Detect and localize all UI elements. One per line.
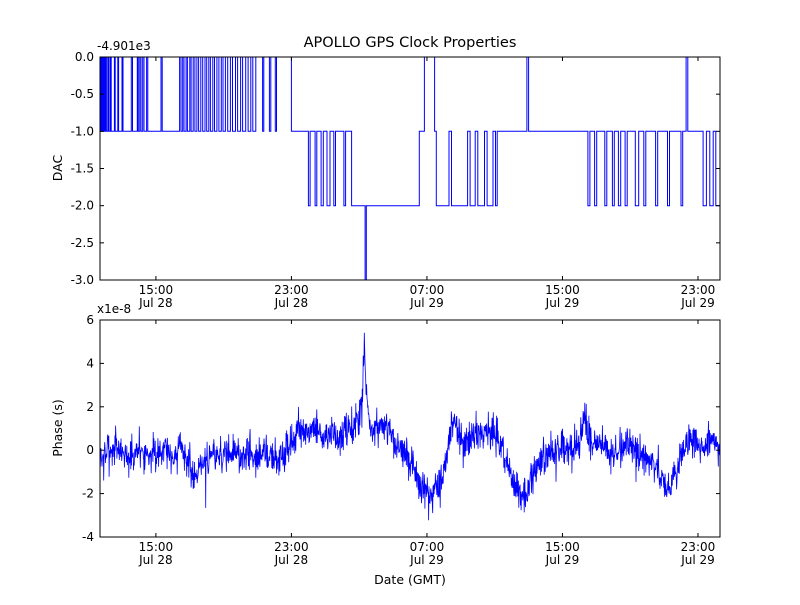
y-tick-label: -0.5 (71, 87, 94, 101)
dac-offset-label: -4.901e3 (97, 39, 151, 53)
x-tick-label: Jul 28 (274, 296, 309, 310)
x-tick-label: Jul 29 (680, 296, 715, 310)
y-tick-label: 0.0 (75, 50, 94, 64)
dac-axis-label: DAC (50, 154, 65, 181)
phase-axis-label: Phase (s) (50, 399, 65, 457)
x-tick-label: Jul 29 (409, 553, 444, 567)
y-tick-label: 2 (86, 400, 94, 414)
data-line-top (100, 57, 720, 280)
x-tick-label: Jul 28 (138, 553, 173, 567)
x-tick-label: 15:00 (139, 283, 174, 297)
x-tick-label: Jul 29 (680, 553, 715, 567)
y-tick-label: 4 (86, 356, 94, 370)
y-tick-label: -2.0 (71, 199, 94, 213)
y-tick-label: -4 (82, 530, 94, 544)
y-tick-label: 6 (86, 313, 94, 327)
x-tick-label: 15:00 (545, 540, 580, 554)
x-tick-label: 07:00 (410, 283, 445, 297)
phase-offset-label: x1e-8 (97, 302, 131, 316)
x-tick-label: Jul 28 (138, 296, 173, 310)
data-line-bottom (100, 332, 720, 521)
x-tick-label: 23:00 (274, 540, 309, 554)
y-tick-label: -1.0 (71, 124, 94, 138)
y-tick-label: -3.0 (71, 273, 94, 287)
x-tick-label: Jul 29 (545, 296, 580, 310)
x-tick-label: 15:00 (545, 283, 580, 297)
x-tick-label: Jul 29 (409, 296, 444, 310)
y-tick-label: -1.5 (71, 162, 94, 176)
x-tick-label: Jul 29 (545, 553, 580, 567)
plot-frame-bottom (99, 319, 721, 538)
x-tick-label: 15:00 (139, 540, 174, 554)
x-axis-label: Date (GMT) (374, 572, 446, 587)
x-tick-label: 23:00 (681, 283, 716, 297)
x-tick-label: Jul 28 (274, 553, 309, 567)
y-tick-label: -2.5 (71, 236, 94, 250)
x-tick-label: 23:00 (274, 283, 309, 297)
y-tick-label: 0 (86, 443, 94, 457)
y-tick-label: -2 (82, 487, 94, 501)
x-tick-label: 07:00 (410, 540, 445, 554)
x-tick-label: 23:00 (681, 540, 716, 554)
figure-title: APOLLO GPS Clock Properties (304, 35, 517, 51)
